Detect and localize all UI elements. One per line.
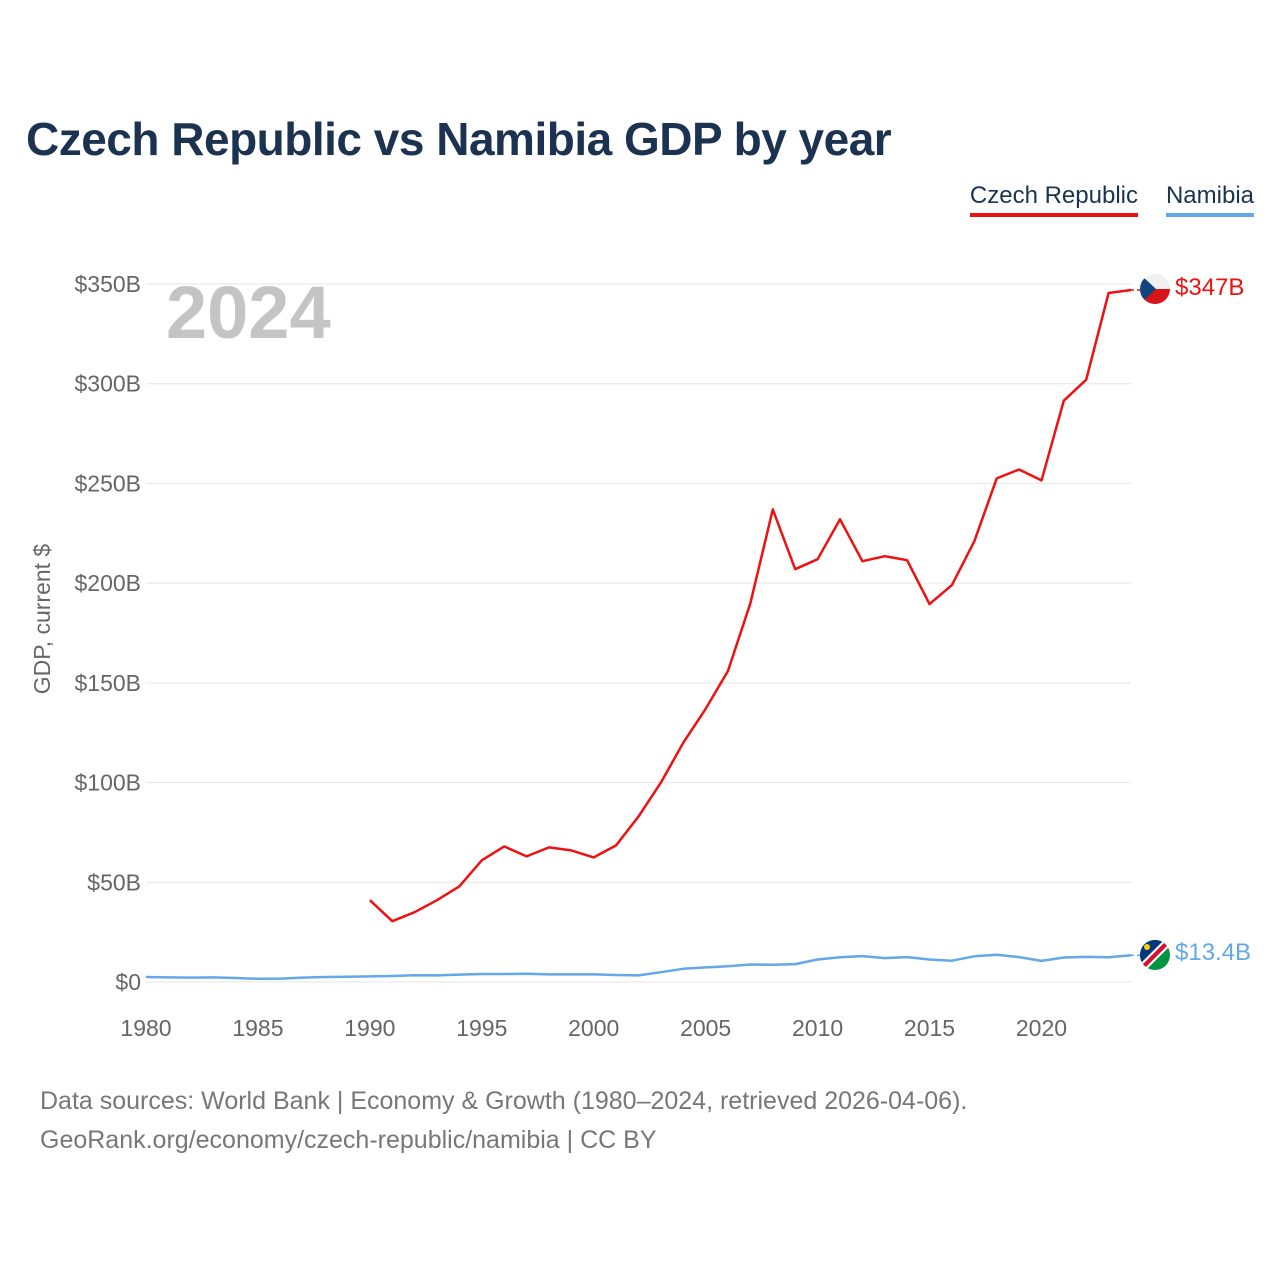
x-tick-label: 2000 <box>568 1015 619 1041</box>
year-watermark: 2024 <box>166 271 331 354</box>
x-tick-label: 1990 <box>344 1015 395 1041</box>
y-tick-label: $200B <box>74 570 141 596</box>
x-tick-label: 2020 <box>1016 1015 1067 1041</box>
gridlines <box>146 283 1131 983</box>
y-tick-label: $150B <box>74 670 141 696</box>
y-tick-label: $350B <box>74 271 141 297</box>
legend-item-namibia[interactable]: Namibia <box>1165 182 1254 217</box>
x-tick-label: 1985 <box>232 1015 283 1041</box>
y-tick-label: $50B <box>87 869 141 895</box>
y-tick-label: $0 <box>115 969 141 995</box>
x-tick-label: 2005 <box>680 1015 731 1041</box>
gdp-line-chart: $0 $50B $100B $150B $200B $250B $300B $350B 198… <box>29 271 1251 1041</box>
x-tick-label: 1995 <box>456 1015 507 1041</box>
y-tick-label: $300B <box>74 371 141 397</box>
source-url[interactable]: GeoRank.org/economy/czech-republic/namib… <box>40 1126 657 1154</box>
source-note: Data sources: World Bank | Economy & Gro… <box>40 1082 967 1160</box>
x-tick-label: 2010 <box>792 1015 843 1041</box>
x-tick-label: 1980 <box>120 1015 171 1041</box>
y-axis-ticks: $0 $50B $100B $150B $200B $250B $300B $350B <box>74 271 141 995</box>
y-tick-label: $100B <box>74 770 141 796</box>
namibia-flag-icon <box>1140 940 1170 970</box>
chart-title: Czech Republic vs Namibia GDP by year <box>26 113 892 165</box>
y-axis-label: GDP, current $ <box>29 544 55 695</box>
y-tick-label: $250B <box>74 470 141 496</box>
end-value-label-namibia: $13.4B <box>1175 939 1251 966</box>
x-axis-ticks: 1980 1985 1990 1995 2000 2005 2010 2015 2020 <box>120 1015 1067 1041</box>
x-tick-label: 2015 <box>904 1015 955 1041</box>
series-group <box>145 288 1140 981</box>
source-line: Data sources: World Bank | Economy & Gro… <box>40 1087 968 1115</box>
czech-flag-icon <box>1140 274 1170 304</box>
legend-item-czech-republic[interactable]: Czech Republic <box>969 182 1138 217</box>
series-line-czech <box>369 288 1132 923</box>
series-line-namibia <box>145 953 1132 981</box>
end-value-label-czech-republic: $347B <box>1175 274 1244 301</box>
